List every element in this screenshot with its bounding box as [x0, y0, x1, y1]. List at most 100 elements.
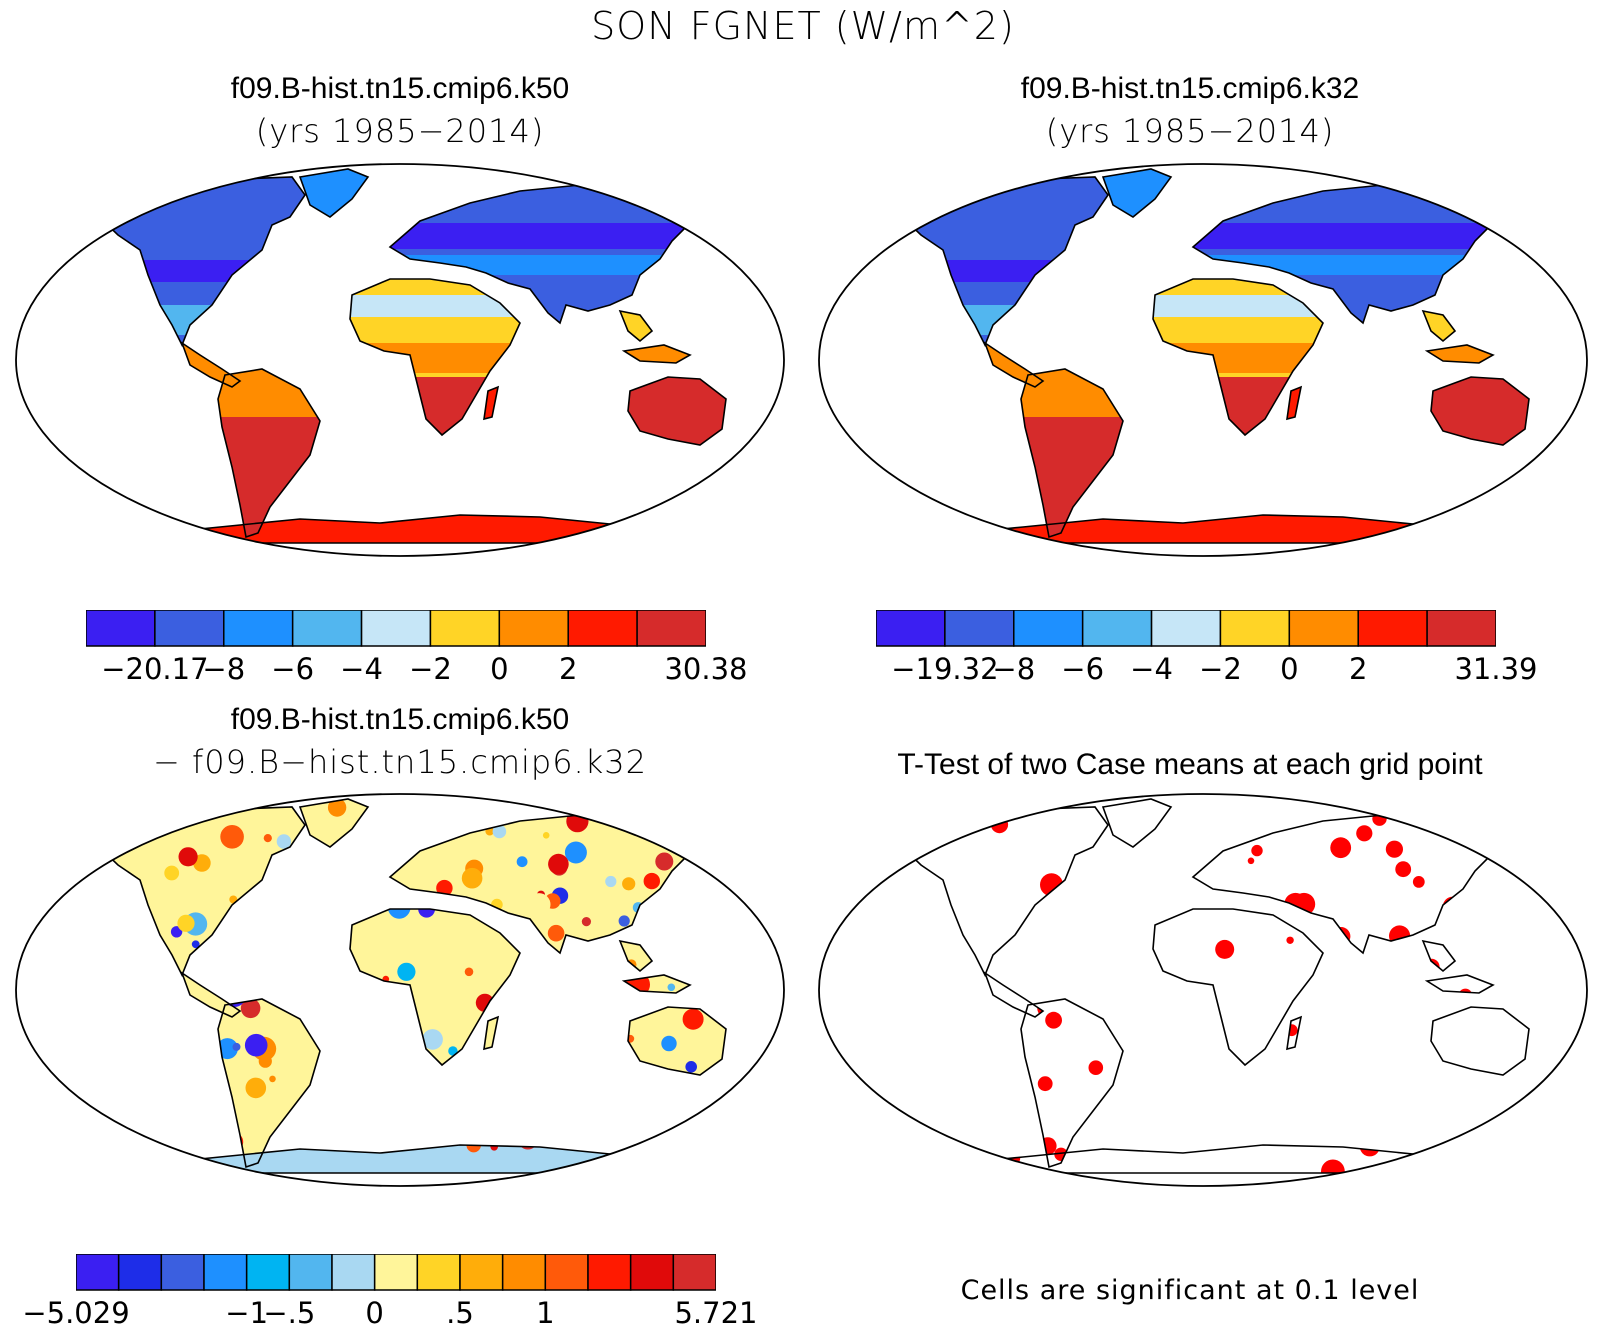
field-cell — [1501, 845, 1507, 851]
colorbar-label: −8 — [992, 652, 1036, 686]
field-cell — [728, 809, 744, 825]
colorbar-box — [1357, 610, 1428, 647]
field-cell — [902, 805, 913, 816]
field-cell — [1476, 1145, 1483, 1152]
colorbar-box — [291, 610, 363, 647]
coastline-centralAmerica — [983, 970, 1045, 1018]
map-frame — [15, 163, 785, 557]
field-cell — [1526, 816, 1548, 838]
field-cell — [1522, 1151, 1531, 1160]
field-cell — [905, 801, 927, 823]
field-cell — [503, 792, 513, 802]
land-greenland — [1103, 169, 1171, 217]
field-cell — [662, 813, 683, 825]
land-europeAsia — [1193, 183, 1503, 323]
coastline-greenland — [298, 798, 370, 848]
field-cell — [120, 810, 143, 833]
field-cell — [1395, 861, 1412, 878]
field-cell — [95, 1119, 116, 1140]
colorbar-label: .5 — [446, 1296, 474, 1330]
field-cell — [902, 798, 919, 815]
colorbar-label: 0 — [490, 652, 509, 686]
coastline-madagascar — [483, 1015, 500, 1051]
panel-ttest-title: T-Test of two Case means at each grid po… — [897, 748, 1483, 781]
colorbar-box — [1150, 610, 1222, 647]
field-cell — [691, 1160, 700, 1169]
field-cell — [720, 1111, 735, 1126]
field-cell — [112, 1174, 124, 1186]
coastline-seAsia — [618, 939, 654, 973]
field-cell — [888, 839, 908, 859]
land-greenland — [1103, 799, 1171, 847]
field-cell — [1412, 876, 1425, 888]
coastline-antarctica — [139, 1144, 721, 1174]
field-cell — [240, 999, 261, 1019]
field-cell — [735, 1166, 758, 1189]
land-seAsia — [620, 311, 652, 341]
colorbar-label: 0 — [365, 1296, 384, 1330]
field-cell — [1549, 875, 1556, 882]
land-greenland — [300, 799, 368, 847]
land-africa — [350, 909, 520, 1065]
colorbar-label: −6 — [1061, 652, 1105, 686]
field-cell — [126, 1163, 144, 1181]
field-cell — [1045, 1011, 1062, 1029]
field-cell — [896, 1152, 917, 1173]
field-cell — [616, 796, 622, 802]
field-cell — [1215, 939, 1235, 959]
field-cell — [118, 822, 134, 838]
land-seAsia — [620, 941, 652, 971]
field-cell — [1353, 795, 1370, 812]
field-cell — [618, 915, 630, 927]
colorbar-k50: −20.17 −8 −6 −4 −2 0 2 30.38 — [86, 610, 748, 690]
field-cell — [627, 794, 649, 816]
field-cell — [655, 1136, 676, 1157]
field-cell — [741, 793, 748, 800]
field-cell — [1414, 1155, 1433, 1174]
field-cell — [177, 914, 195, 932]
colorbar-label: −4 — [340, 652, 383, 686]
field-cell — [1506, 1146, 1521, 1161]
field-cell — [1386, 1168, 1402, 1184]
field-cell — [920, 1137, 932, 1149]
field-cell — [685, 1061, 697, 1073]
field-cell — [461, 867, 483, 889]
field-cell — [178, 847, 198, 867]
colorbar-diff: −5.029 −1 −.5 0 .5 1 5.721 — [22, 1254, 758, 1330]
field-cell — [1528, 1104, 1536, 1112]
field-cell — [1469, 1148, 1484, 1163]
field-cell — [1385, 840, 1403, 858]
colorbar-label: −4 — [1130, 652, 1173, 686]
field-cell — [1286, 936, 1294, 944]
field-cell — [200, 1169, 219, 1188]
colorbar-k32: −19.32 −8 −6 −4 −2 0 2 31.39 — [876, 610, 1538, 690]
field-cell — [138, 1145, 145, 1152]
field-cell — [327, 799, 347, 817]
colorbar-box — [160, 1254, 205, 1291]
field-cell — [606, 1162, 627, 1183]
field-cell — [1515, 815, 1525, 825]
field-cell — [164, 865, 180, 881]
colorbar-box — [1426, 610, 1496, 647]
field-cell — [676, 1163, 691, 1178]
field-cell — [674, 1139, 695, 1160]
field-cell — [604, 791, 628, 815]
colorbar-label: 5.721 — [674, 1296, 758, 1330]
map-diff — [15, 789, 785, 1189]
colorbar-box — [636, 610, 706, 647]
field-cell — [1037, 1076, 1053, 1092]
colorbar-box — [629, 1254, 675, 1291]
coastline-centralAmerica — [180, 340, 242, 388]
colorbar-box — [459, 1254, 504, 1291]
colorbar-label: 31.39 — [1454, 652, 1538, 686]
field-cell — [387, 909, 411, 919]
coastline-africa — [349, 278, 521, 437]
colorbar-box — [331, 1254, 376, 1291]
colorbar-box — [117, 1254, 163, 1291]
colorbar-boxes — [86, 610, 706, 647]
field-cell — [1465, 824, 1480, 839]
field-band — [1153, 317, 1323, 339]
field-cell — [80, 789, 102, 811]
map-frame — [818, 793, 1588, 1187]
field-cell — [148, 826, 154, 832]
